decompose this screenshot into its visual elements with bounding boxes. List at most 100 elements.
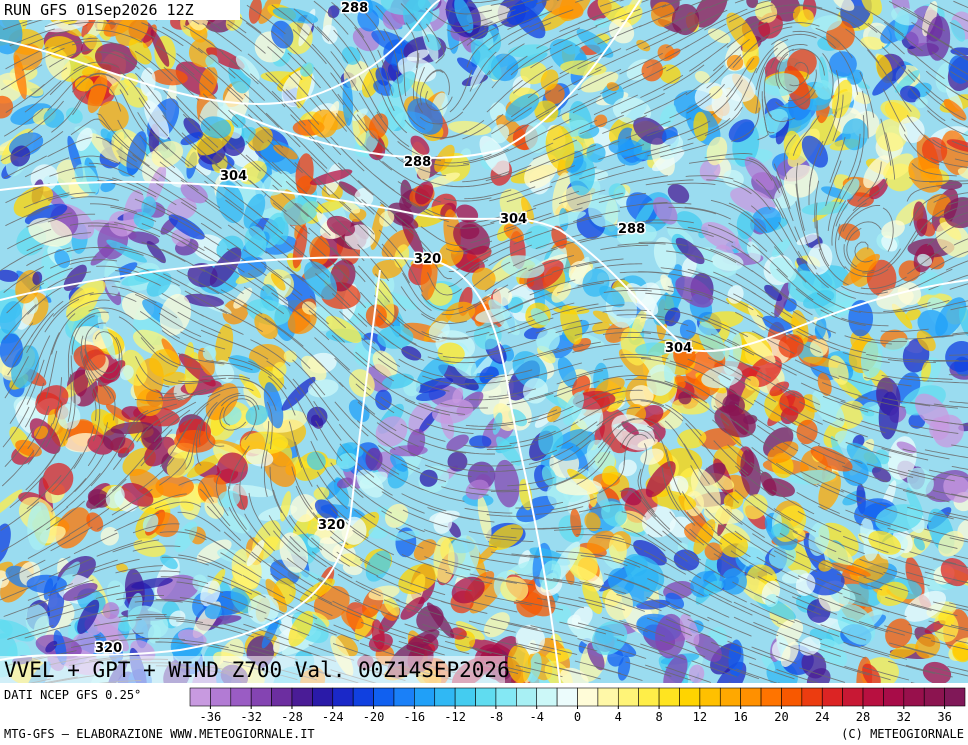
streamline xyxy=(841,489,887,507)
vvel-cell xyxy=(818,560,833,572)
vvel-cell xyxy=(674,374,686,389)
vvel-cell xyxy=(653,237,677,273)
streamline xyxy=(73,532,118,555)
streamline xyxy=(111,455,146,492)
streamline xyxy=(844,665,891,681)
streamline xyxy=(47,213,96,223)
streamline xyxy=(46,271,91,290)
streamline xyxy=(535,0,551,5)
streamline xyxy=(822,355,869,371)
streamline xyxy=(205,155,243,188)
vvel-cell xyxy=(556,478,603,496)
streamline xyxy=(7,228,52,250)
streamline xyxy=(134,50,173,82)
streamline xyxy=(515,664,563,678)
vvel-cell xyxy=(437,342,465,365)
colorbar-tick-label: 12 xyxy=(693,710,707,724)
vvel-cell xyxy=(746,55,760,71)
streamline xyxy=(553,380,600,398)
streamline xyxy=(221,595,267,614)
streamline xyxy=(289,535,327,568)
vvel-cell xyxy=(410,135,430,155)
streamline xyxy=(907,69,945,103)
streamline xyxy=(489,339,536,354)
vvel-cell xyxy=(809,338,829,357)
streamline xyxy=(932,139,968,156)
vvel-cell xyxy=(77,599,100,634)
streamline xyxy=(643,550,687,575)
streamline xyxy=(950,71,968,83)
streamline xyxy=(881,271,926,292)
streamline xyxy=(180,331,226,350)
vvel-cell xyxy=(950,19,966,42)
streamline xyxy=(243,249,283,279)
streamline xyxy=(176,581,224,594)
vvel-cell xyxy=(921,137,948,164)
streamline xyxy=(552,578,601,589)
streamline xyxy=(110,206,157,222)
streamline xyxy=(66,299,110,318)
streamline xyxy=(644,91,688,115)
colorbar-swatch xyxy=(699,687,721,707)
streamline xyxy=(602,309,651,313)
vvel-cell xyxy=(217,490,241,509)
streamline xyxy=(466,33,500,68)
streamline xyxy=(27,534,70,559)
streamline xyxy=(315,94,348,132)
streamline xyxy=(514,642,562,655)
streamline xyxy=(624,557,669,579)
streamline xyxy=(666,24,709,49)
streamline xyxy=(909,193,943,226)
streamline xyxy=(462,171,510,183)
streamline xyxy=(45,350,58,398)
streamline xyxy=(820,624,867,641)
streamline xyxy=(710,248,753,272)
streamline xyxy=(688,158,737,164)
streamline xyxy=(507,10,552,31)
streamline xyxy=(924,449,968,459)
streamline xyxy=(704,316,749,338)
vvel-cell xyxy=(663,654,688,683)
vvel-cell xyxy=(33,425,49,440)
streamline xyxy=(203,246,245,273)
streamline xyxy=(669,360,715,380)
streamline xyxy=(684,206,731,220)
streamline xyxy=(96,505,140,530)
vvel-cell xyxy=(447,535,480,579)
streamline xyxy=(308,227,345,262)
streamline xyxy=(579,581,627,595)
streamline xyxy=(67,335,74,383)
vvel-cell xyxy=(375,416,408,447)
streamline xyxy=(228,486,247,530)
streamline xyxy=(399,578,446,596)
vvel-cell xyxy=(676,211,703,232)
streamline xyxy=(374,137,413,168)
vvel-cell xyxy=(495,436,522,466)
vvel-cell xyxy=(608,138,643,156)
vvel-cell xyxy=(26,574,67,594)
streamline xyxy=(163,379,211,384)
streamline xyxy=(910,401,958,409)
streamline xyxy=(572,343,620,353)
colorbar-tick-label: 28 xyxy=(856,710,870,724)
streamline xyxy=(933,511,968,521)
vvel-cell xyxy=(0,95,14,119)
vvel-cell xyxy=(667,183,690,204)
contour-label: 304 xyxy=(220,169,247,184)
streamline xyxy=(602,375,651,381)
vvel-cell xyxy=(43,108,65,128)
streamline xyxy=(376,553,421,574)
vvel-cell xyxy=(240,431,289,455)
streamline xyxy=(249,535,286,568)
streamline xyxy=(309,136,344,172)
streamline xyxy=(9,474,45,509)
streamline xyxy=(46,500,85,531)
streamline xyxy=(691,244,737,263)
streamline xyxy=(449,69,473,113)
vvel-cell xyxy=(400,596,425,620)
streamline xyxy=(356,114,390,151)
vvel-cell xyxy=(940,558,968,587)
vvel-cell xyxy=(711,252,744,271)
streamline xyxy=(836,7,878,33)
streamline xyxy=(419,70,444,106)
